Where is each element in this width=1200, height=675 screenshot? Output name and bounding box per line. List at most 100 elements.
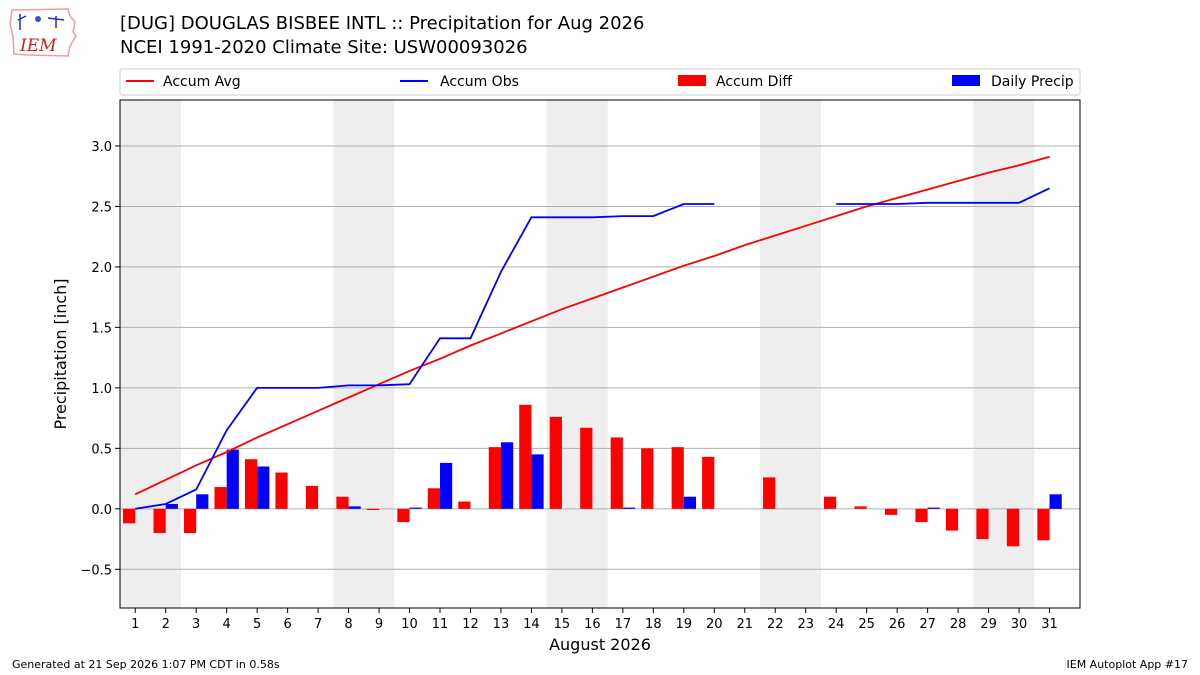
y-tick-label: 0.5 — [91, 442, 112, 457]
x-tick-label: 25 — [858, 617, 875, 632]
daily-precip-bar — [683, 496, 696, 509]
accum-diff-bar — [1006, 508, 1020, 547]
accum-diff-bar — [1037, 508, 1050, 541]
x-axis-ticks: 1 2 3 4 5 6 7 8 9 10 11 12 13 14 15 16 17 18 19 20 21 22 23 24 2… — [131, 608, 1058, 632]
daily-precip-bar — [927, 507, 940, 509]
x-tick-label: 31 — [1041, 617, 1058, 632]
y-tick-label: 1.0 — [91, 382, 112, 397]
x-tick-label: 9 — [375, 617, 383, 632]
iem-logo: IEM — [9, 8, 77, 57]
x-tick-label: 5 — [253, 617, 261, 632]
accum-diff-bar — [458, 501, 471, 509]
accum-diff-bar — [305, 485, 319, 509]
x-tick-label: 15 — [554, 617, 571, 632]
app-label: IEM Autoplot App #17 — [1066, 658, 1189, 671]
legend-label-daily-precip: Daily Precip — [991, 74, 1074, 90]
legend-swatch-accum-diff — [678, 75, 706, 86]
accum-diff-bar — [153, 508, 166, 534]
x-tick-label: 1 — [131, 617, 139, 632]
legend-swatch-daily-precip — [952, 75, 980, 86]
accum-diff-bar — [214, 487, 227, 509]
y-grid — [120, 145, 1080, 570]
legend-frame — [119, 68, 1081, 96]
x-tick-label: 22 — [767, 617, 784, 632]
x-tick-label: 6 — [283, 617, 291, 632]
x-tick-label: 8 — [344, 617, 352, 632]
logo-sun — [35, 16, 41, 22]
x-tick-label: 28 — [950, 617, 967, 632]
x-tick-label: 7 — [314, 617, 322, 632]
x-tick-label: 13 — [493, 617, 510, 632]
x-tick-label: 21 — [736, 617, 753, 632]
accum-diff-bar — [336, 496, 349, 509]
x-tick-label: 4 — [223, 617, 231, 632]
accum-diff-bar — [854, 506, 867, 509]
accum-diff-bar — [488, 447, 501, 509]
x-tick-label: 27 — [919, 617, 936, 632]
x-tick-label: 19 — [676, 617, 693, 632]
x-tick-label: 2 — [162, 617, 170, 632]
iowa-state-outline — [9, 8, 77, 57]
x-tick-label: 23 — [797, 617, 814, 632]
x-tick-label: 24 — [828, 617, 845, 632]
daily-precip-bar — [409, 507, 422, 509]
chart-title: [DUG] DOUGLAS BISBEE INTL :: Precipitati… — [120, 13, 645, 34]
accum-diff-bar — [671, 447, 684, 509]
legend: Accum Avg Accum Obs Accum Diff Daily Precip — [119, 68, 1081, 96]
accum-obs-line — [135, 187, 1050, 510]
accum-avg-line — [134, 155, 1050, 496]
x-tick-label: 18 — [645, 617, 662, 632]
daily-precip-bar — [440, 462, 453, 509]
accum-diff-bar — [976, 508, 989, 540]
x-tick-label: 14 — [523, 617, 540, 632]
accum-diff-bar — [580, 427, 593, 509]
x-tick-label: 16 — [584, 617, 601, 632]
daily-precip-bar — [1049, 494, 1062, 509]
accum-diff-bar — [702, 456, 715, 509]
x-tick-label: 11 — [432, 617, 449, 632]
x-tick-label: 12 — [462, 617, 479, 632]
weekend-shading — [120, 100, 1035, 608]
x-axis-label: August 2026 — [549, 635, 651, 654]
accum-diff-bar — [824, 496, 837, 509]
accum-diff-bar — [884, 508, 898, 515]
daily-precip-bar — [196, 494, 209, 509]
y-tick-label: 2.5 — [91, 200, 112, 215]
daily-precip-bar — [500, 442, 514, 509]
accum-diff-bar — [763, 477, 776, 509]
accum-diff-bar — [366, 508, 380, 511]
x-tick-label: 20 — [706, 617, 723, 632]
accum-diff-bar — [945, 508, 959, 531]
y-tick-label: 2.0 — [91, 261, 112, 276]
x-tick-label: 30 — [1011, 617, 1028, 632]
y-tick-label: 1.5 — [91, 321, 112, 336]
y-axis-label: Precipitation [inch] — [51, 278, 70, 429]
y-tick-label: 0.0 — [91, 503, 112, 518]
weekend-band-4 — [760, 100, 821, 608]
accum-diff-bar — [519, 404, 532, 509]
x-tick-label: 10 — [401, 617, 418, 632]
accum-diff-bar — [427, 488, 440, 509]
logo-wind-vane — [17, 14, 65, 30]
accum-diff-bar — [275, 472, 288, 509]
daily-precip-bar — [165, 503, 178, 509]
accum-diff-bar — [641, 448, 654, 509]
weekend-band-1 — [120, 100, 181, 608]
accum-diff-bar — [397, 508, 410, 523]
generated-timestamp: Generated at 21 Sep 2026 1:07 PM CDT in … — [12, 658, 280, 671]
accum-diff-bar — [123, 508, 136, 524]
legend-label-accum-avg: Accum Avg — [163, 74, 241, 90]
accum-diff-bar — [915, 508, 928, 523]
x-tick-label: 17 — [615, 617, 632, 632]
legend-label-accum-diff: Accum Diff — [716, 74, 792, 90]
accum-diff-bar — [184, 508, 197, 534]
accum-diff-bar — [549, 416, 562, 509]
x-tick-label: 3 — [192, 617, 200, 632]
accum-diff-bar — [244, 459, 258, 509]
weekend-band-2 — [333, 100, 395, 608]
daily-precip-bar — [622, 507, 636, 509]
daily-precip-bar — [531, 454, 544, 509]
x-tick-label: 29 — [980, 617, 997, 632]
daily-precip-bar — [257, 466, 270, 509]
